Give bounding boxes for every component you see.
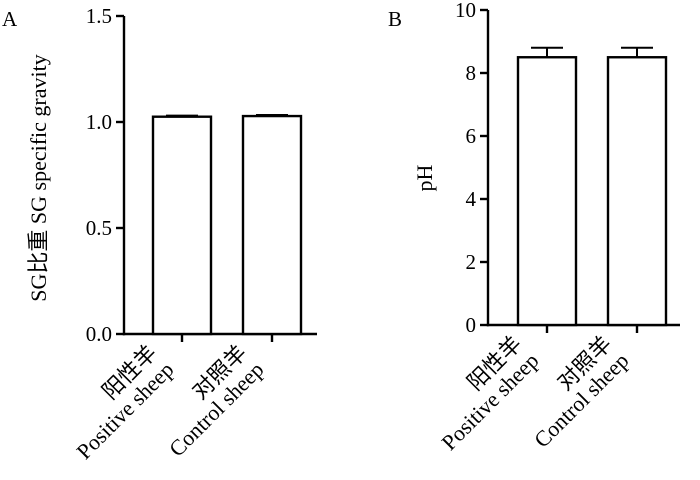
- panel-a-y-tick-label: 1.0: [86, 110, 112, 134]
- panel-a-bar: [151, 115, 213, 336]
- panel-a-y-tick-label: 0.0: [86, 322, 112, 346]
- panel-a-label: A: [2, 7, 18, 31]
- panel-b-y-axis-label: pH: [412, 164, 437, 191]
- panel-a-y-tick-label: 0.5: [86, 216, 112, 240]
- panel-a-y-tick-label: 1.5: [86, 4, 112, 28]
- panel-b-y-tick-label: 8: [466, 61, 477, 85]
- panel-b-bar: [606, 56, 668, 327]
- panel-b-y-tick-label: 6: [466, 124, 477, 148]
- panel-b-y-tick-label: 10: [455, 0, 476, 22]
- panel-a-y-axis-label: SG比重 SG specific gravity: [26, 54, 51, 301]
- panel-b-y-tick-label: 0: [466, 313, 477, 337]
- panel-b-label: B: [388, 7, 402, 31]
- panel-b-y-tick-label: 4: [466, 187, 477, 211]
- panel-a: A SG比重 SG specific gravity 0.00.51.01.5阳…: [2, 4, 317, 464]
- panel-a-bar: [241, 114, 303, 336]
- panel-b-bar: [516, 56, 578, 327]
- panel-b-y-tick-label: 2: [466, 250, 477, 274]
